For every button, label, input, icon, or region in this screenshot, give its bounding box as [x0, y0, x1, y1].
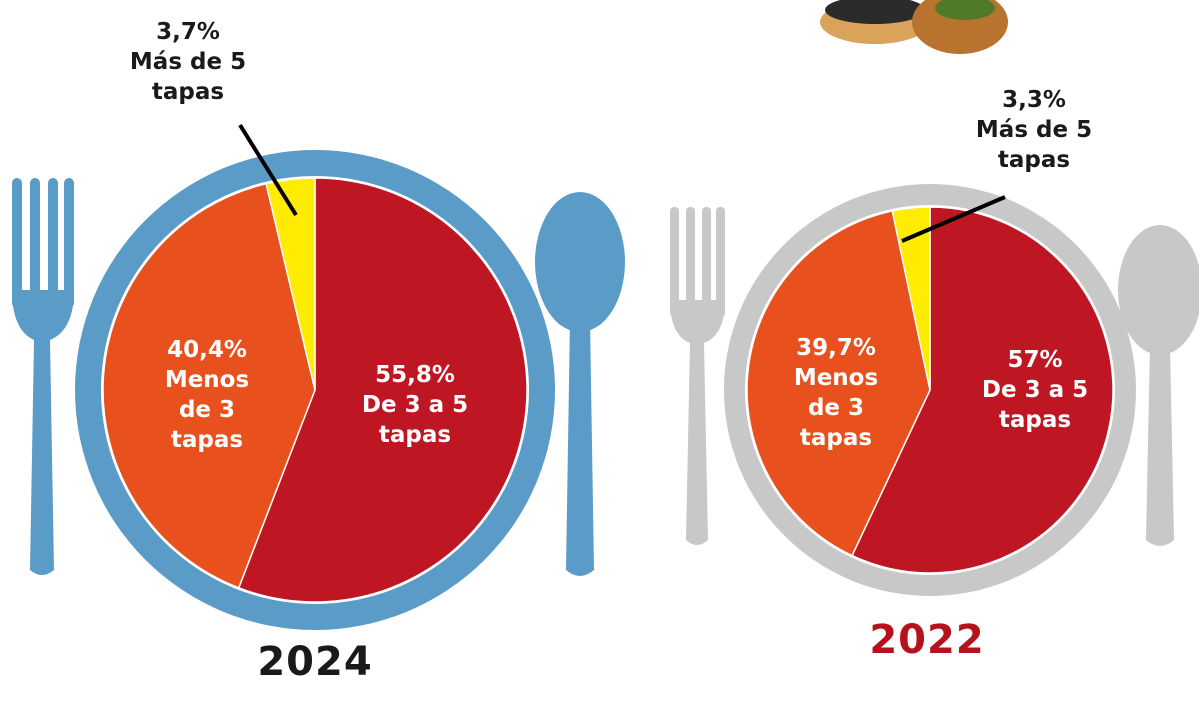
value-label: 57% [1007, 347, 1063, 373]
chart-title: 2024 [257, 639, 373, 685]
category-label: Más de 5 tapas [975, 117, 1093, 173]
category-label: Menos de 3 tapas [164, 367, 250, 453]
pie-slice [265, 177, 316, 391]
category-label: Menos de 3 tapas [793, 365, 879, 451]
leader-line [238, 123, 298, 217]
slice-label: 57% De 3 a 5 tapas [970, 345, 1100, 435]
value-label: 40,4% [167, 337, 247, 363]
value-label: 39,7% [796, 335, 876, 361]
chart-title: 2022 [869, 617, 985, 663]
pie-slice [102, 182, 316, 589]
value-label: 55,8% [375, 362, 455, 388]
slice-label: 40,4% Menos de 3 tapas [157, 335, 257, 455]
leader-line [901, 195, 1006, 243]
category-label: De 3 a 5 tapas [361, 392, 469, 448]
value-label: 3,3% [1002, 87, 1066, 113]
pie-slice [746, 210, 931, 557]
fork [12, 178, 74, 575]
pie-slice [237, 177, 528, 603]
category-label: De 3 a 5 tapas [981, 377, 1089, 433]
fork [670, 207, 725, 545]
slice-label: 3,3% Más de 5 tapas [959, 85, 1109, 175]
slice-label: 55,8% De 3 a 5 tapas [350, 360, 480, 450]
food-image [820, 0, 1008, 54]
value-label: 3,7% [156, 19, 220, 45]
spoon [1118, 225, 1199, 546]
pie-slice [891, 206, 931, 391]
category-label: Más de 5 tapas [129, 49, 247, 105]
pie-slice [851, 206, 1114, 574]
slice-label: 39,7% Menos de 3 tapas [786, 333, 886, 453]
slice-label: 3,7% Más de 5 tapas [113, 17, 263, 107]
spoon [535, 192, 625, 576]
